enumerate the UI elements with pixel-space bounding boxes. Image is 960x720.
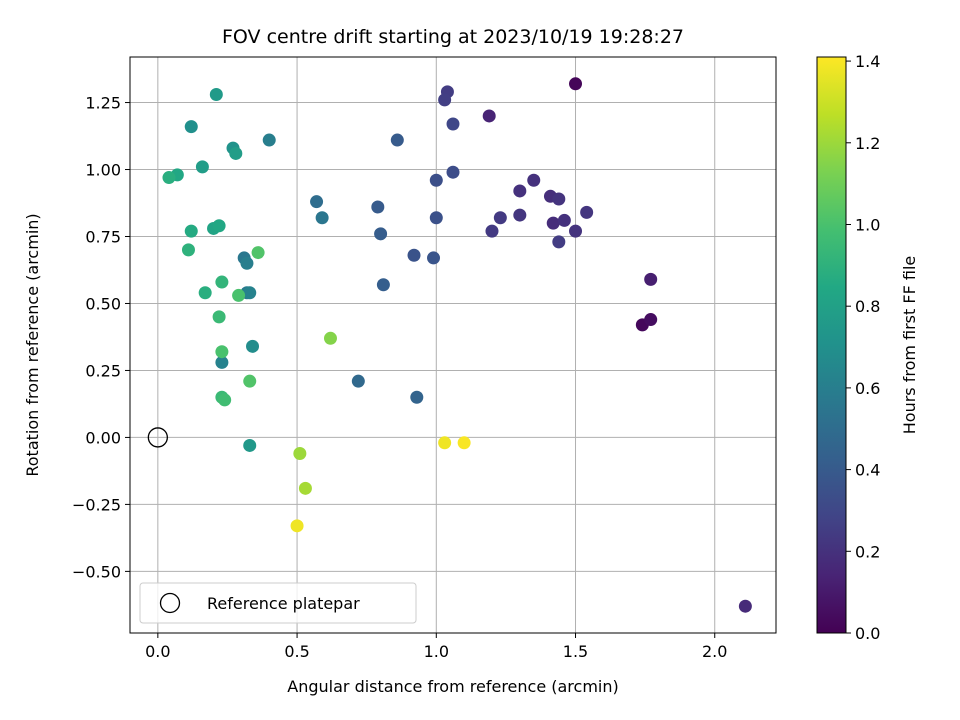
x-axis-ticks: 0.0 0.5 1.0 1.5 2.0 — [145, 633, 727, 661]
data-point — [246, 339, 260, 353]
data-point — [310, 195, 324, 209]
data-point — [323, 331, 337, 345]
colorbar: 0.0 0.2 0.4 0.6 0.8 1.0 1.2 1.4 Hours from firs… — [816, 52, 919, 643]
data-point — [546, 216, 560, 230]
data-point — [184, 120, 198, 134]
data-point — [351, 374, 365, 388]
x-tick-label: 2.0 — [702, 642, 727, 661]
y-axis-ticks: −0.50 −0.25 0.00 0.25 0.50 0.75 1.00 1.25 — [72, 94, 130, 581]
data-points — [147, 77, 752, 613]
y-tick-label: 0.75 — [85, 227, 121, 246]
colorbar-tick-label: 0.2 — [855, 542, 880, 561]
data-point — [427, 251, 441, 265]
data-point — [215, 345, 229, 359]
data-point — [557, 213, 571, 227]
colorbar-tick-label: 0.6 — [855, 379, 880, 398]
colorbar-ticks: 0.0 0.2 0.4 0.6 0.8 1.0 1.2 1.4 — [846, 52, 880, 643]
data-point — [215, 355, 229, 369]
data-point — [485, 224, 499, 238]
chart-title: FOV centre drift starting at 2023/10/19 … — [222, 26, 684, 48]
data-point — [184, 224, 198, 238]
data-point — [232, 288, 246, 302]
legend-marker-reference — [159, 592, 181, 614]
data-point — [569, 77, 583, 91]
colorbar-gradient — [816, 56, 847, 634]
data-point — [262, 133, 276, 147]
y-tick-label: 0.25 — [85, 361, 121, 380]
reference-platepar-marker — [147, 427, 168, 448]
legend: Reference platepar — [139, 582, 417, 624]
plot-frame — [129, 56, 777, 634]
data-point — [243, 438, 257, 452]
data-point — [162, 171, 176, 185]
colorbar-tick-label: 0.0 — [855, 624, 880, 643]
data-point — [457, 436, 471, 450]
data-point — [243, 374, 257, 388]
data-point — [376, 278, 390, 292]
x-tick-label: 1.5 — [563, 642, 588, 661]
colorbar-tick-label: 1.0 — [855, 215, 880, 234]
y-axis-label: Rotation from reference (arcmin) — [23, 213, 42, 476]
data-point — [552, 235, 566, 249]
data-point — [240, 256, 254, 270]
y-tick-label: 0.00 — [85, 428, 121, 447]
data-point — [410, 390, 424, 404]
data-point — [407, 248, 421, 262]
x-tick-label: 0.5 — [284, 642, 309, 661]
x-axis-label: Angular distance from reference (arcmin) — [287, 677, 618, 696]
data-point — [209, 88, 223, 102]
data-point — [513, 208, 527, 222]
data-point — [580, 205, 594, 219]
data-point — [429, 173, 443, 187]
grid-lines — [130, 57, 776, 633]
y-tick-label: −0.25 — [72, 495, 121, 514]
y-tick-label: 0.50 — [85, 294, 121, 313]
data-point — [390, 133, 404, 147]
data-point — [374, 227, 388, 241]
colorbar-tick-label: 1.2 — [855, 134, 880, 153]
colorbar-tick-label: 0.4 — [855, 461, 880, 480]
data-point — [215, 275, 229, 289]
data-point — [218, 393, 232, 407]
data-point — [298, 481, 312, 495]
data-point — [552, 192, 566, 206]
colorbar-tick-label: 1.4 — [855, 52, 880, 71]
data-point — [229, 146, 243, 160]
data-point — [738, 599, 752, 613]
x-tick-label: 1.0 — [424, 642, 449, 661]
data-point — [251, 246, 265, 260]
data-point — [513, 184, 527, 198]
legend-entry-reference: Reference platepar — [207, 594, 360, 613]
data-point — [527, 173, 541, 187]
y-tick-label: 1.25 — [85, 94, 121, 113]
data-point — [198, 286, 212, 300]
data-point — [644, 313, 658, 327]
y-tick-label: −0.50 — [72, 562, 121, 581]
y-tick-label: 1.00 — [85, 161, 121, 180]
data-point — [438, 436, 452, 450]
data-point — [446, 165, 460, 179]
data-point — [290, 519, 304, 533]
legend-box — [139, 582, 417, 624]
data-point — [493, 211, 507, 225]
data-point — [438, 93, 452, 107]
colorbar-tick-label: 0.8 — [855, 297, 880, 316]
x-tick-label: 0.0 — [145, 642, 170, 661]
data-point — [429, 211, 443, 225]
data-point — [315, 211, 329, 225]
data-point — [293, 447, 307, 461]
data-point — [243, 286, 257, 300]
colorbar-label: Hours from first FF file — [900, 256, 919, 435]
data-point — [195, 160, 209, 174]
data-point — [212, 310, 226, 324]
data-point — [371, 200, 385, 214]
data-point — [569, 224, 583, 238]
data-point — [446, 117, 460, 131]
data-point — [181, 243, 195, 257]
data-point — [482, 109, 496, 123]
data-point — [644, 272, 658, 286]
data-point — [212, 219, 226, 233]
